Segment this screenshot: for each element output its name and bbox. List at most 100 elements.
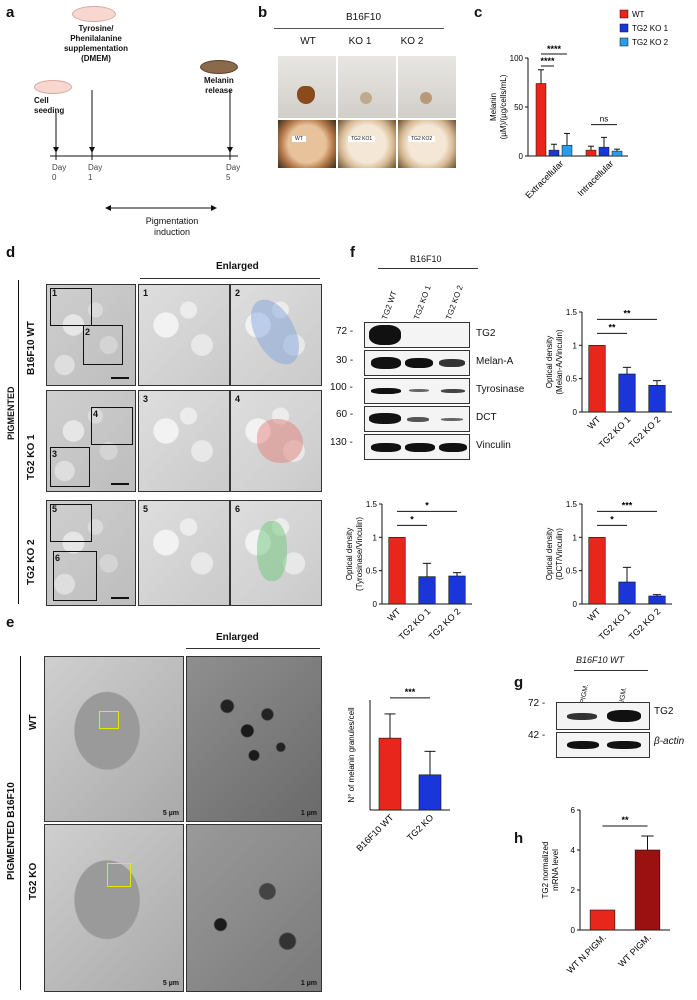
bar	[588, 537, 606, 605]
y-axis-label: Optical density(Tyrosinase/Vinculin)	[345, 517, 364, 591]
y-tick-label: 1.5	[566, 500, 578, 509]
b-col-ko1: KO 1	[348, 36, 372, 47]
sig-label: *	[610, 514, 614, 524]
bar	[535, 83, 547, 157]
e-wt-overview: 5 µm	[44, 656, 184, 822]
panel-label-c: c	[474, 4, 483, 21]
x-tick-label: TG2 KO 2	[427, 606, 463, 642]
y-tick-label: 0	[373, 600, 378, 609]
g-title-rule	[574, 670, 648, 671]
x-tick-label: TG2 KO 2	[627, 606, 663, 642]
d-enlarged-ko1-3: 3	[138, 390, 230, 492]
d-header-rule	[140, 278, 320, 279]
b-col-wt: WT	[300, 36, 316, 47]
legend-swatch	[619, 23, 629, 33]
g-mw-42: 42 -	[528, 730, 546, 741]
bar	[648, 385, 666, 413]
e-header-rule	[186, 648, 320, 649]
bar	[585, 149, 597, 157]
dish-melanin-icon	[200, 60, 238, 74]
dish-ko1: TG2 KO1	[338, 120, 396, 168]
d-row-ko1: TG2 KO 1	[26, 434, 37, 480]
y-axis-label: TG2 normalizedmRNA level	[541, 842, 560, 899]
f-mw-30: 30 -	[336, 355, 354, 366]
panel-label-a: a	[6, 4, 15, 21]
sig-label: *	[425, 500, 429, 510]
x-tick-label: WT	[385, 606, 402, 623]
e-side-label: PIGMENTED B16F10	[6, 782, 17, 880]
dish-seeding-icon	[34, 80, 72, 94]
induction-label: Pigmentation induction	[145, 216, 199, 237]
g-blot-tg2	[556, 702, 650, 730]
bar	[648, 595, 666, 605]
e-ko-enlarged: 1 µm	[186, 824, 322, 992]
d-overview-ko1: 3 4	[46, 390, 136, 492]
panel-label-g: g	[514, 674, 524, 691]
f-title-rule	[378, 268, 478, 269]
bar	[618, 373, 636, 413]
d-side-rule	[18, 280, 19, 604]
b-col-ko2: KO 2	[400, 36, 424, 47]
g-protein-bactin: β-actin	[654, 736, 685, 747]
y-tick-label: 2	[571, 886, 576, 895]
f-protein-melana: Melan-A	[476, 356, 514, 367]
e-side-rule	[20, 656, 21, 990]
x-tick-label: Extracellular	[523, 158, 565, 200]
legend-swatch	[619, 9, 629, 19]
legend-label: TG2 KO 1	[632, 24, 669, 33]
e-row-wt: WT	[28, 714, 39, 730]
x-tick-label: WT	[585, 606, 602, 623]
x-tick-label: B16F10 WT	[354, 812, 395, 853]
sig-label: ****	[540, 56, 555, 66]
bar	[448, 575, 466, 605]
y-tick-label: 4	[571, 846, 576, 855]
f-blot-tyrosinase	[364, 378, 470, 404]
day0-label: Day 0	[52, 163, 67, 182]
sig-label: ns	[600, 115, 608, 124]
f-lane-ko2: TG2 KO 2	[444, 284, 465, 322]
tube-ko2	[398, 56, 456, 118]
day5-label: Day 5	[226, 163, 241, 182]
x-tick-label: WT PIGM.	[616, 932, 653, 969]
dish-wt: WT	[278, 120, 336, 168]
sig-label: **	[623, 308, 631, 318]
b-title: B16F10	[346, 12, 382, 23]
e-wt-enlarged: 1 µm	[186, 656, 322, 822]
f-blot-dct	[364, 406, 470, 432]
bar	[561, 144, 573, 157]
d-side-label: PIGMENTED	[6, 386, 16, 440]
y-tick-label: 1	[573, 533, 578, 542]
y-tick-label: 0.5	[566, 567, 578, 576]
bar	[548, 149, 560, 157]
release-label: Melanin release	[204, 76, 234, 95]
f-protein-vinculin: Vinculin	[476, 440, 511, 451]
bar	[418, 774, 442, 811]
bar	[598, 146, 610, 157]
b-title-rule	[274, 28, 444, 29]
y-axis-label: N° of melanin granules/cell	[347, 707, 356, 802]
tube-wt	[278, 56, 336, 118]
f-mw-72: 72 -	[336, 326, 354, 337]
y-tick-label: 50	[514, 103, 523, 112]
d-enlarged-wt-1: 1	[138, 284, 230, 386]
panel-label-b: b	[258, 4, 268, 21]
f-mw-100: 100 -	[330, 382, 353, 393]
chart-e: B16F10 WT TG2 KO N° of melanin granules/ce…	[347, 687, 450, 853]
y-tick-label: 0	[519, 152, 524, 161]
dish-ko2: TG2 KO2	[398, 120, 456, 168]
bar	[618, 581, 636, 605]
d-overview-wt: 1 2	[46, 284, 136, 386]
d-row-ko2: TG2 KO 2	[26, 539, 37, 585]
e-row-ko: TG2 KO	[28, 862, 39, 900]
sig-label: *	[410, 514, 414, 524]
y-tick-label: 1	[573, 341, 578, 350]
f-lane-wt: TG2 WT	[380, 289, 399, 322]
panel-label-d: d	[6, 244, 16, 261]
g-protein-tg2: TG2	[654, 706, 674, 717]
y-tick-label: 1	[373, 533, 378, 542]
y-axis-label: Optical density(Melan-A/Vinculin)	[545, 329, 564, 395]
d-header: Enlarged	[216, 261, 259, 272]
bar	[589, 909, 616, 931]
